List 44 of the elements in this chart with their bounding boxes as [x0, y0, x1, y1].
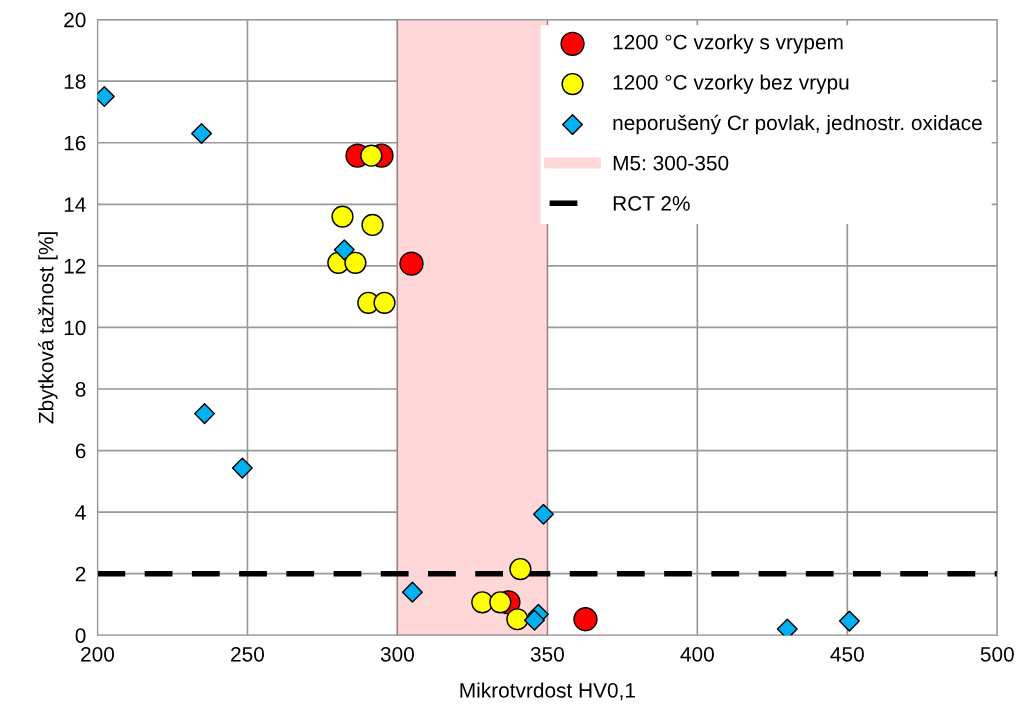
x-tick-label: 350: [530, 646, 564, 662]
x-tick-label: 450: [830, 646, 864, 662]
point: [194, 403, 216, 425]
point: [399, 251, 424, 276]
legend-label: 1200 °C vzorky bez vrypu: [613, 74, 849, 94]
point: [471, 591, 494, 614]
point: [509, 557, 532, 581]
y-tick-label: 8: [75, 381, 86, 397]
legend-label: RCT 2%: [613, 196, 690, 211]
y-axis-title: Zbytková tažnost [%]: [37, 232, 58, 424]
point: [231, 457, 253, 479]
point: [489, 591, 512, 614]
point: [532, 503, 554, 525]
y-tick-label: 4: [75, 505, 86, 520]
x-tick-label: 300: [380, 646, 414, 662]
point: [838, 610, 860, 632]
y-tick-label: 10: [64, 320, 86, 336]
point: [333, 239, 355, 261]
x-tick-label: 200: [81, 646, 115, 662]
y-tick-label: 14: [64, 197, 86, 212]
y-tick-label: 20: [64, 12, 86, 28]
legend-label: neporušený Cr povlak, jednostr. oxidace: [613, 114, 982, 135]
x-axis-title: Mikrotvrdost HV0,1: [460, 682, 635, 701]
point: [506, 608, 529, 631]
y-tick-label: 16: [64, 135, 86, 151]
y-tick-label: 12: [64, 258, 86, 274]
y-tick-label: 18: [64, 74, 86, 89]
point: [191, 122, 213, 145]
point: [361, 213, 384, 237]
point: [401, 581, 423, 603]
point: [360, 144, 383, 167]
band-label: M5: 300-350: [613, 155, 729, 171]
x-tick-label: 400: [680, 646, 714, 662]
point: [331, 205, 354, 228]
y-tick-label: 2: [75, 566, 86, 582]
point: [373, 291, 396, 314]
x-tick-label: 250: [231, 646, 264, 662]
point: [573, 607, 598, 632]
x-tick-label: 500: [980, 646, 1014, 662]
point: [523, 609, 545, 631]
point: [344, 251, 367, 274]
y-tick-label: 0: [75, 628, 86, 643]
y-tick-label: 6: [75, 443, 86, 459]
legend-label: 1200 °C vzorky s vrypem: [613, 34, 843, 54]
